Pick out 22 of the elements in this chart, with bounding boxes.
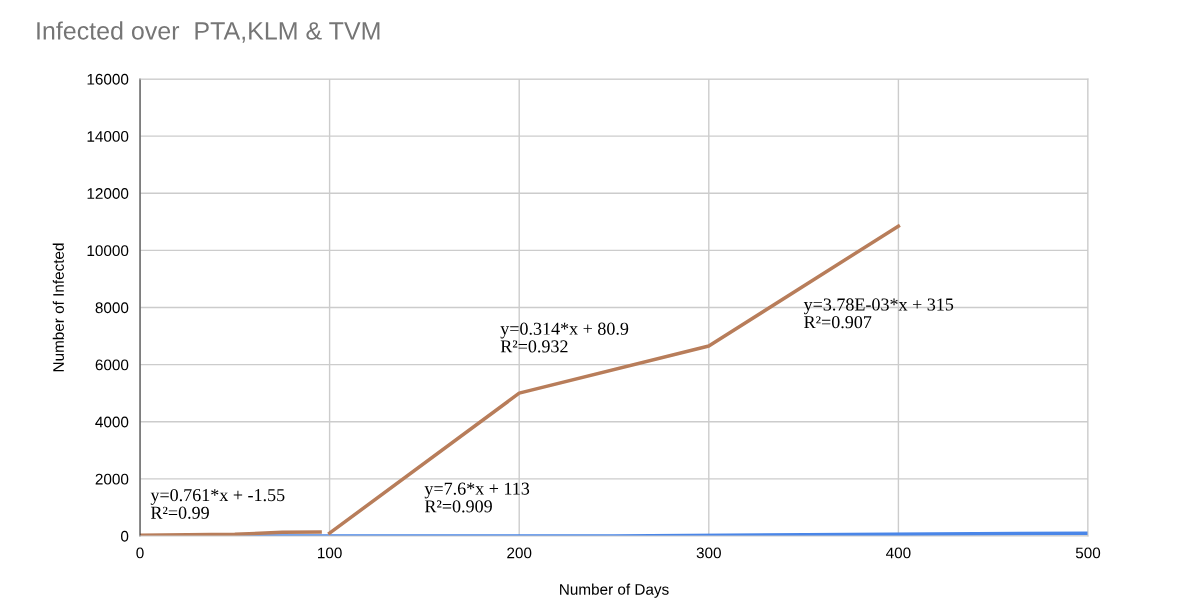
y-tick-label: 6000 [95, 359, 129, 371]
x-tick-label: 200 [507, 547, 532, 559]
y-tick-label: 0 [120, 530, 129, 542]
annotation: y=3.78E-03*x + 315 R²=0.907 [803, 298, 954, 329]
x-tick-label: 500 [1075, 547, 1101, 559]
x-axis-title: Number of Days [560, 583, 669, 598]
x-tick-label: 100 [318, 547, 342, 559]
x-tick-label: 400 [886, 547, 911, 559]
y-axis-title: Number of Infected [52, 243, 64, 372]
y-tick-label: 4000 [95, 416, 129, 428]
chart-title: Infected over PTA,KLM & TVM [37, 21, 380, 43]
y-tick-label: 8000 [95, 302, 129, 314]
y-tick-label: 2000 [95, 473, 129, 485]
x-tick-label: 0 [136, 547, 144, 559]
annotation: y=0.761*x + -1.55 R²=0.99 [150, 488, 285, 519]
annotation: y=0.314*x + 80.9 R²=0.932 [500, 322, 629, 353]
x-tick-label: 300 [696, 547, 721, 559]
y-tick-label: 14000 [87, 130, 129, 142]
y-tick-label: 16000 [87, 73, 129, 85]
y-tick-label: 12000 [87, 188, 129, 199]
y-tick-label: 10000 [87, 245, 129, 257]
annotation: y=7.6*x + 113 R²=0.909 [424, 482, 530, 513]
